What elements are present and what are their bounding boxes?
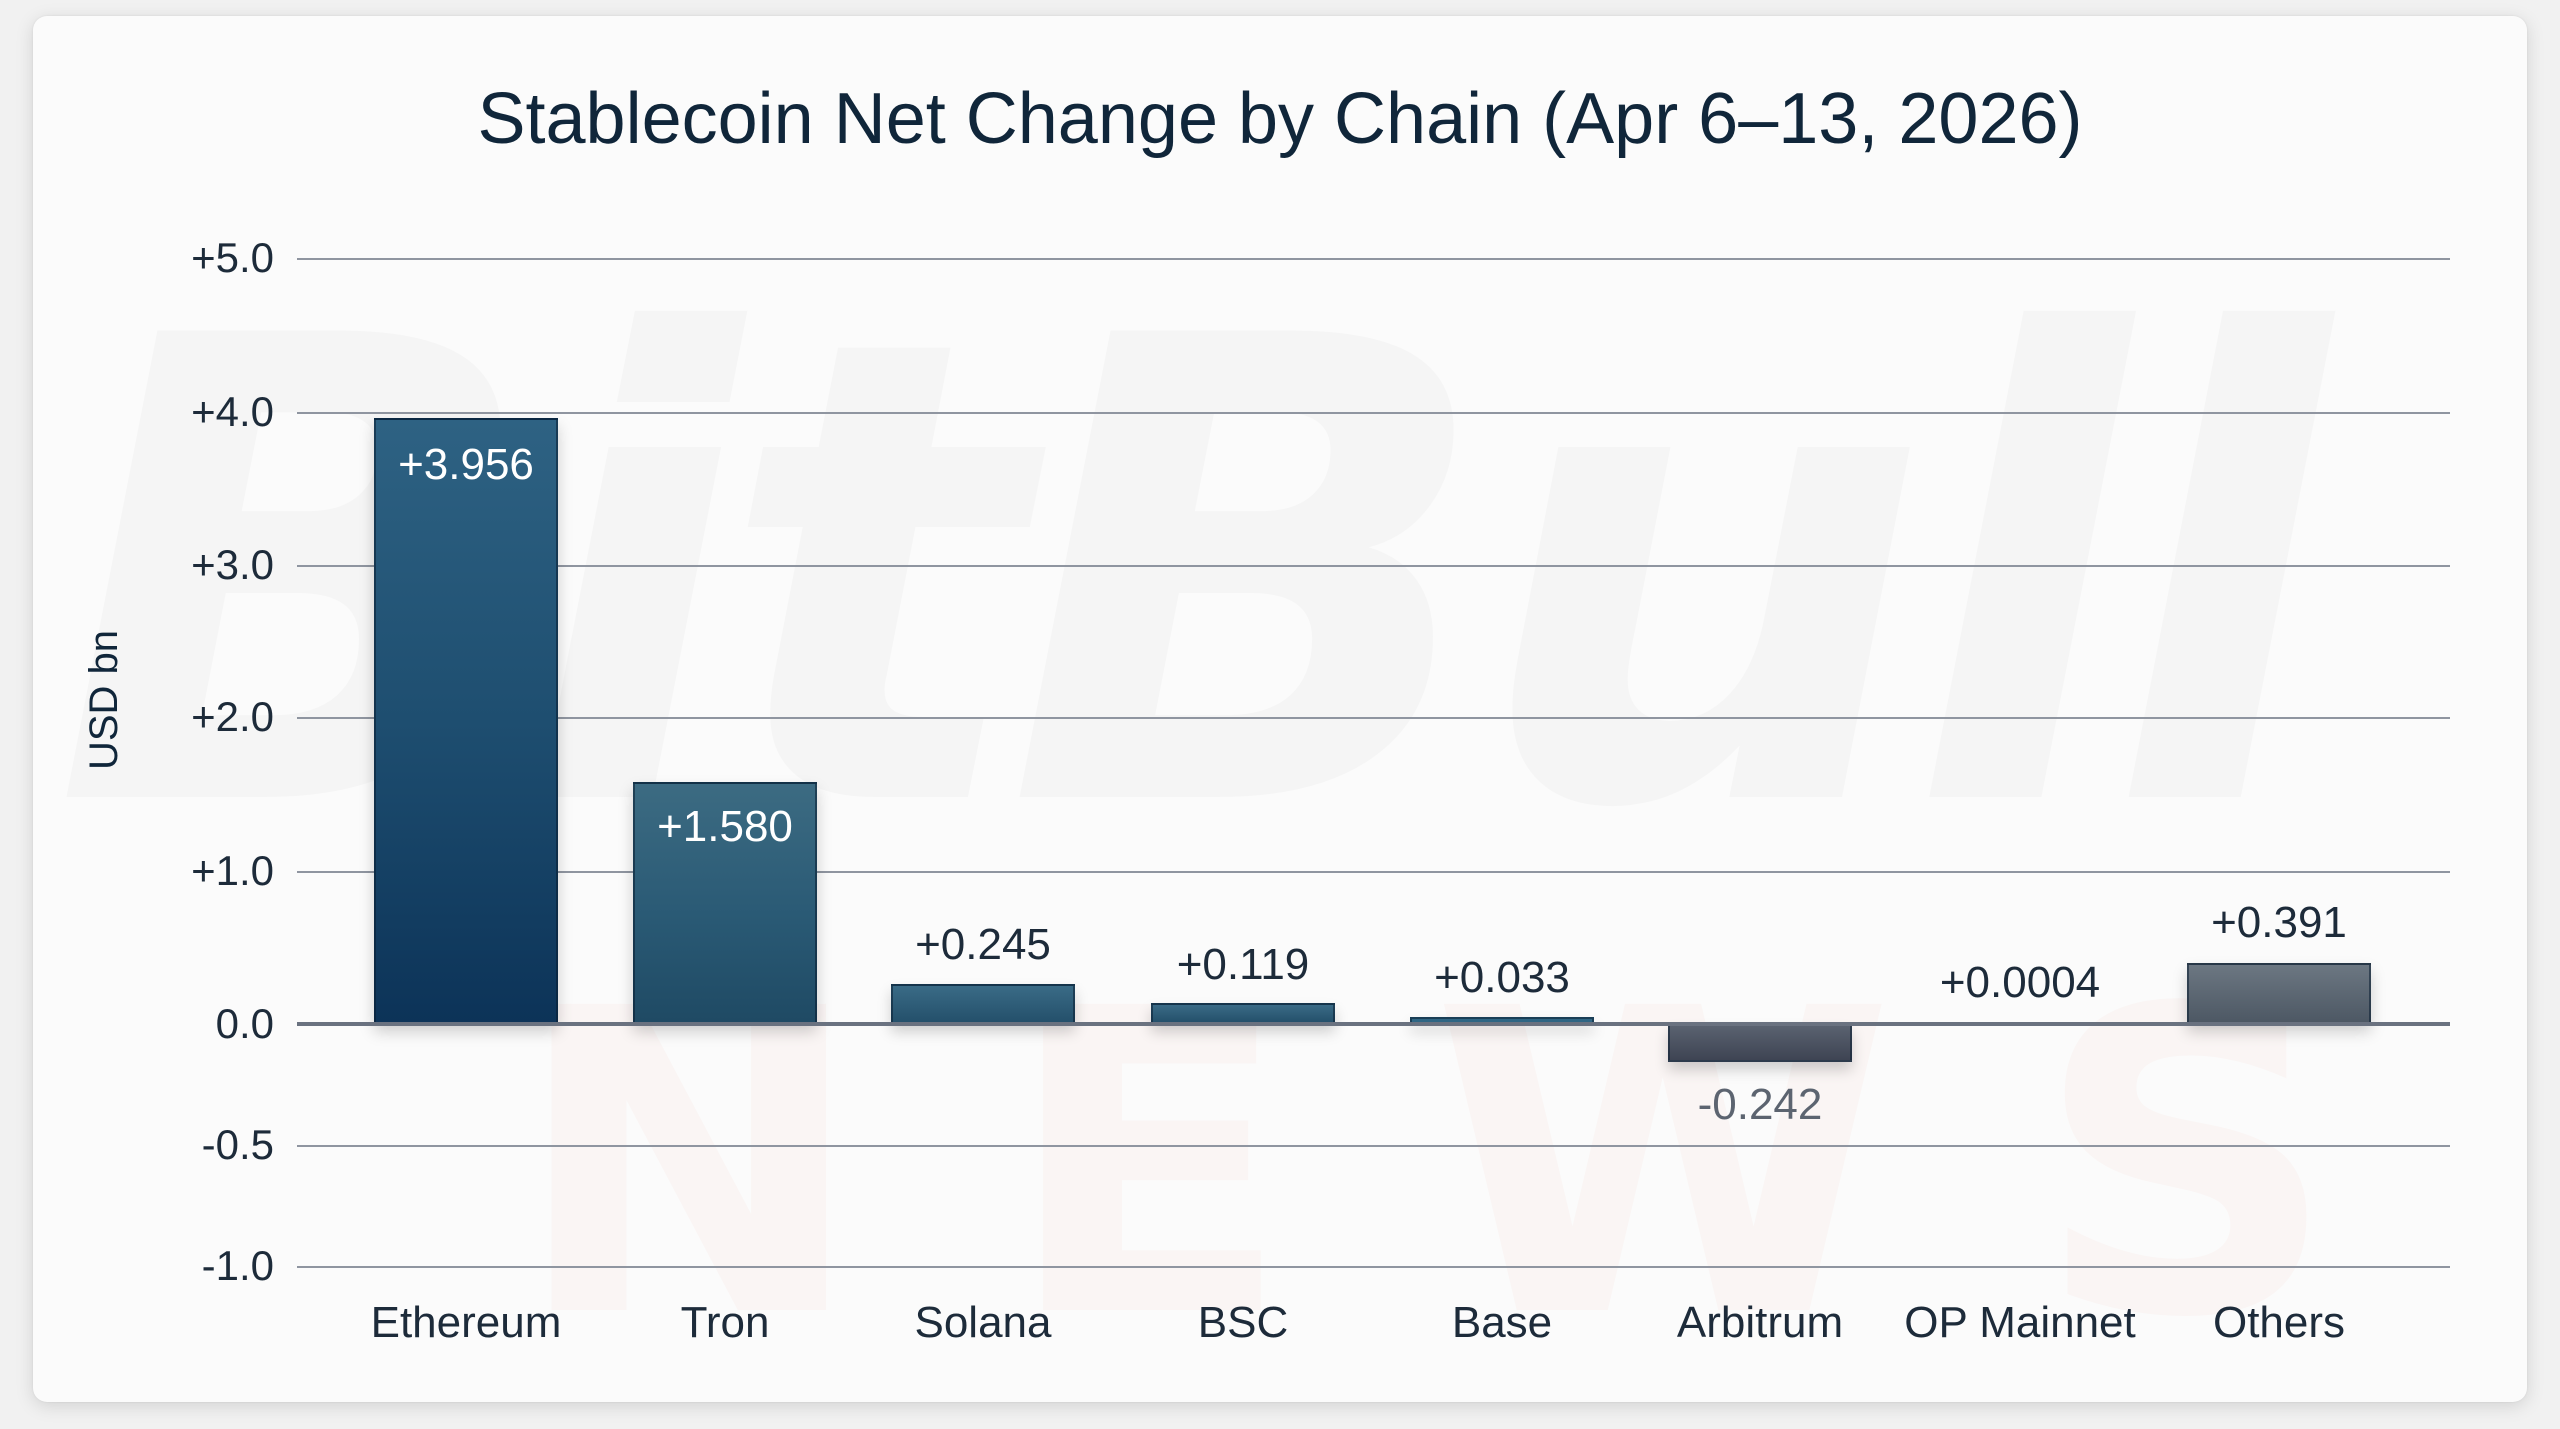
gridline	[297, 871, 2450, 873]
bar-tron	[633, 782, 817, 1024]
zero-baseline	[297, 1022, 2450, 1026]
x-label-bsc: BSC	[1197, 1298, 1289, 1347]
y-axis-label: USD bn	[82, 629, 126, 771]
gridline	[297, 412, 2450, 414]
value-label-tron: +1.580	[657, 802, 793, 851]
y-tick: +5.0	[191, 234, 274, 281]
x-label-tron: Tron	[680, 1298, 770, 1347]
y-tick: +4.0	[191, 388, 274, 435]
gridline	[297, 1266, 2450, 1268]
bar-arbitrum	[1668, 1024, 1852, 1062]
x-label-arbitrum: Arbitrum	[1676, 1298, 1844, 1347]
y-tick: +1.0	[191, 847, 274, 894]
chart-title: Stablecoin Net Change by Chain (Apr 6–13…	[477, 79, 2083, 159]
gridline	[297, 1145, 2450, 1147]
x-label-solana: Solana	[914, 1298, 1052, 1347]
bar-bsc	[1151, 1003, 1335, 1024]
y-tick: -1.0	[201, 1242, 274, 1289]
x-label-op-mainnet: OP Mainnet	[1904, 1298, 2136, 1347]
value-label-base: +0.033	[1434, 953, 1570, 1002]
bar-ethereum	[374, 418, 558, 1024]
bar-others	[2187, 963, 2371, 1024]
value-label-others: +0.391	[2211, 898, 2347, 947]
value-label-bsc: +0.119	[1176, 940, 1310, 989]
bar-solana	[891, 984, 1075, 1024]
y-tick: 0.0	[215, 1000, 274, 1047]
y-tick: -0.5	[201, 1121, 274, 1168]
gridline	[297, 258, 2450, 260]
x-label-ethereum: Ethereum	[370, 1298, 562, 1347]
value-label-ethereum: +3.956	[398, 440, 534, 489]
x-label-base: Base	[1451, 1298, 1553, 1347]
gridline	[297, 717, 2450, 719]
x-label-others: Others	[2212, 1298, 2346, 1347]
value-label-arbitrum: -0.242	[1697, 1080, 1823, 1129]
y-tick: +2.0	[191, 693, 274, 740]
y-tick: +3.0	[191, 541, 274, 588]
value-label-solana: +0.245	[915, 920, 1051, 969]
gridline	[297, 565, 2450, 567]
value-label-op-mainnet: +0.0004	[1939, 958, 2101, 1007]
